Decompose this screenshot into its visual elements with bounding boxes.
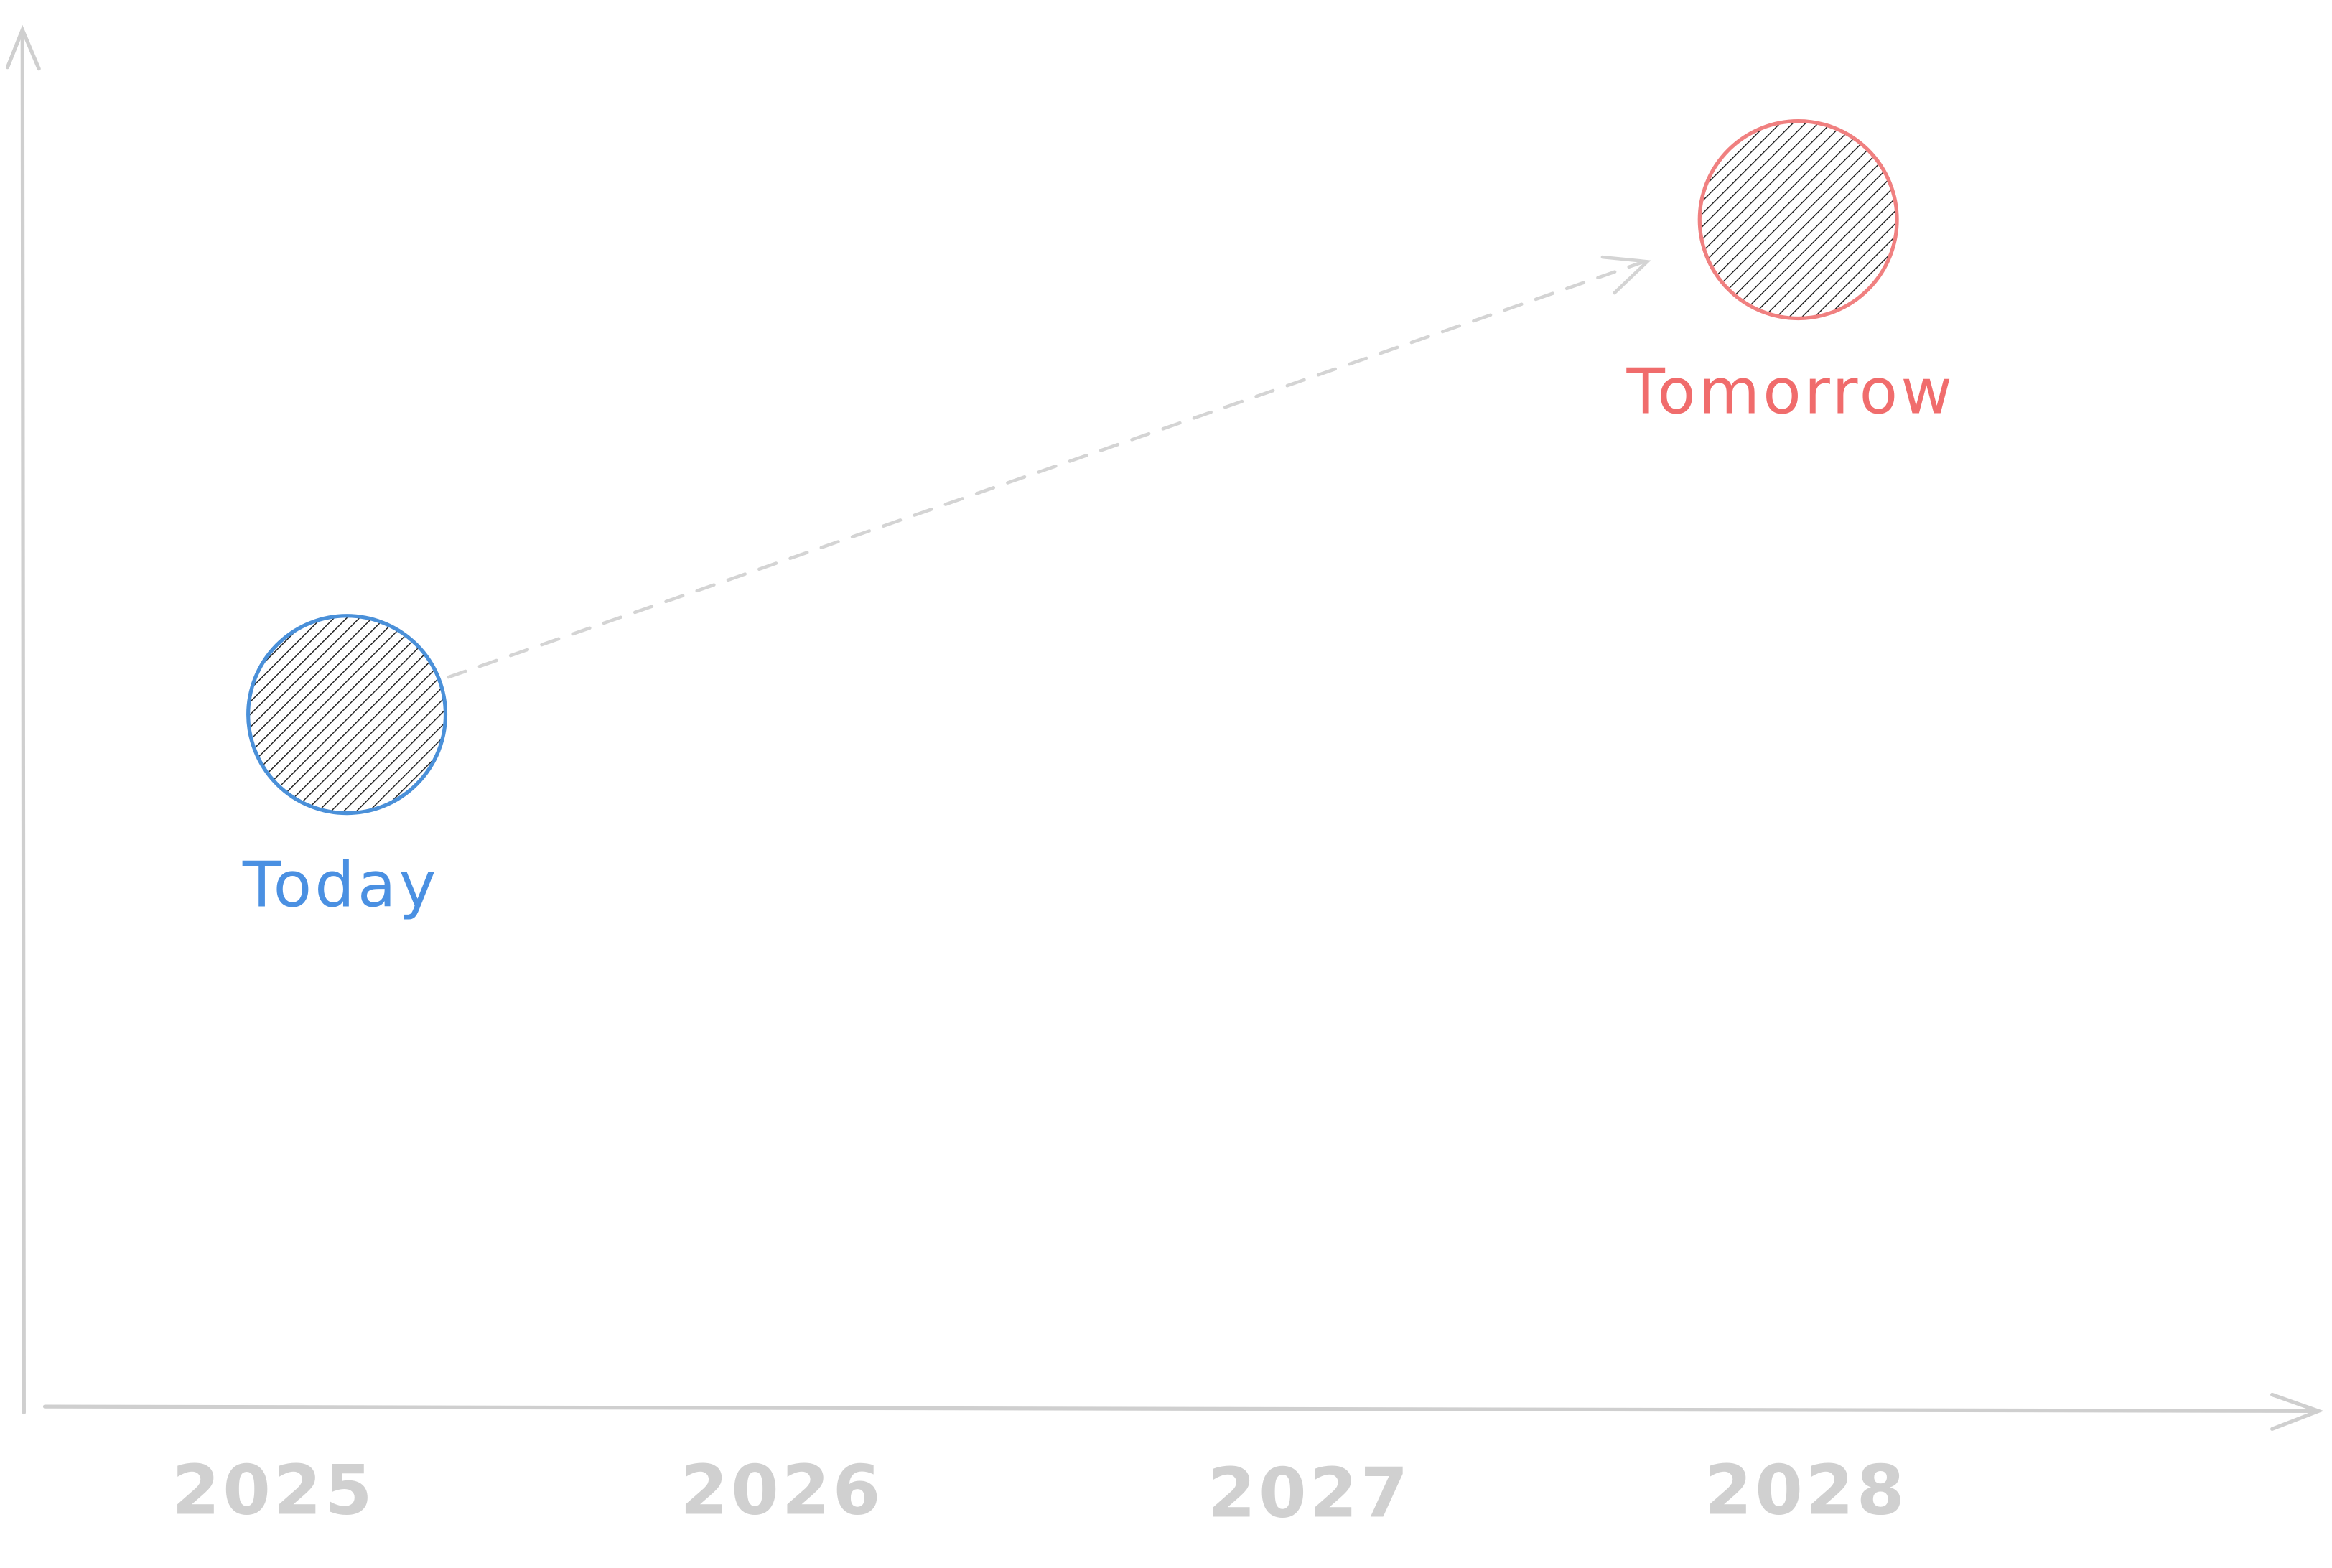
connector: [447, 255, 1651, 679]
node-label: Tomorrow: [1626, 355, 1955, 429]
today-circle: [246, 614, 448, 816]
y-axis: [20, 31, 26, 1415]
y-axis-arrowhead: [5, 24, 41, 71]
x-axis-label: 2025: [172, 1450, 375, 1530]
axes: [5, 24, 2324, 1431]
x-axis-label: 2026: [680, 1450, 883, 1530]
tomorrow-circle: [1697, 119, 1899, 321]
node-label: Today: [242, 849, 439, 922]
x-axis-arrowhead: [2270, 1392, 2324, 1431]
x-axis: [42, 1404, 2319, 1413]
x-axis-label: 2028: [1704, 1450, 1907, 1530]
arrowhead: [1600, 255, 1651, 295]
x-axis-label: 2027: [1208, 1453, 1411, 1534]
dashed-arrow: [447, 260, 1646, 679]
